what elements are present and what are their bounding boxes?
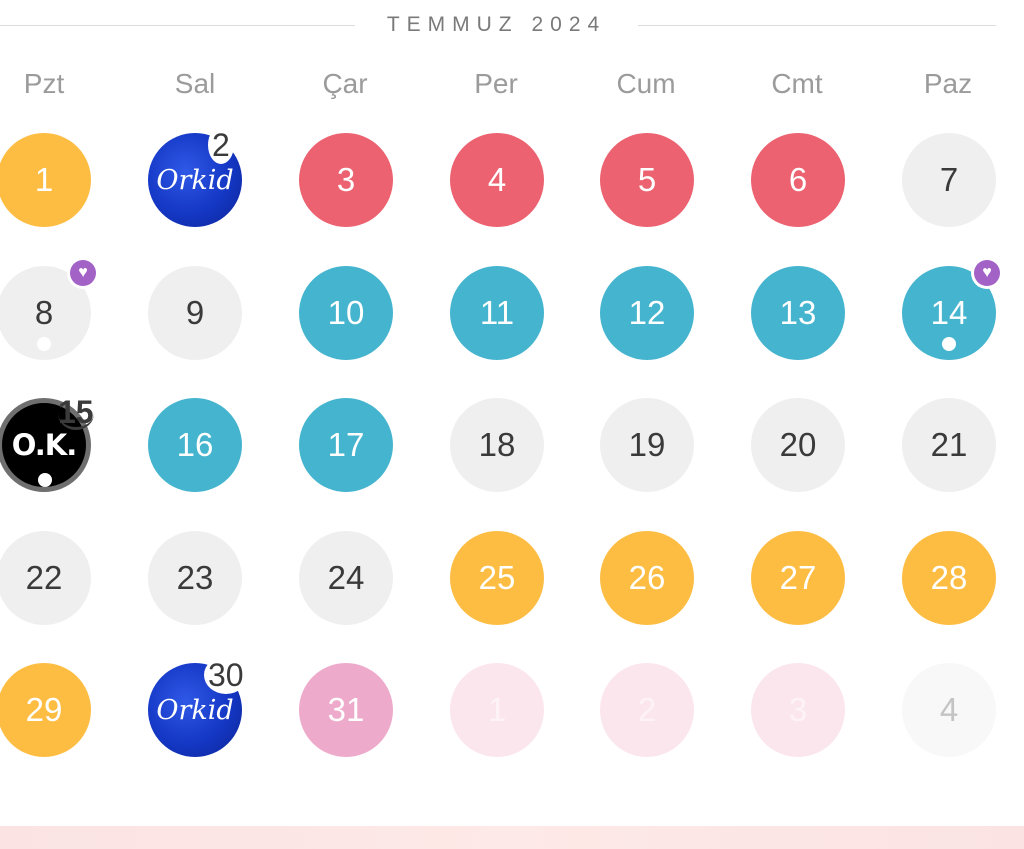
day-10[interactable]: 10	[299, 266, 393, 360]
day-22[interactable]: 22	[0, 531, 91, 625]
ok-logo: O.K.	[11, 428, 78, 462]
day-8-heart-badge: ♥	[67, 257, 99, 289]
day-15-number: 15	[58, 394, 94, 430]
weekday-wed: Çar	[322, 68, 368, 99]
day-8-dot-indicator	[37, 337, 51, 351]
day-18[interactable]: 18	[450, 398, 544, 492]
day-16[interactable]: 16	[148, 398, 242, 492]
day-27[interactable]: 27	[751, 531, 845, 625]
weekday-sat: Cmt	[771, 68, 823, 99]
day-28[interactable]: 28	[902, 531, 996, 625]
month-title: TEMMUZ 2024	[386, 13, 607, 36]
weekday-tue: Sal	[174, 68, 216, 99]
bottom-panel-edge	[0, 826, 1024, 849]
day-4[interactable]: 4	[450, 133, 544, 227]
heart-icon: ♥	[70, 260, 96, 286]
weekday-mon: Pzt	[23, 68, 65, 99]
day-14-heart-badge: ♥	[971, 257, 1003, 289]
day-13[interactable]: 13	[751, 266, 845, 360]
weekday-thu: Per	[474, 68, 518, 99]
next-month-day-1[interactable]: 1	[450, 663, 544, 757]
next-month-day-4[interactable]: 4	[902, 663, 996, 757]
day-3[interactable]: 3	[299, 133, 393, 227]
month-header: TEMMUZ 2024	[0, 0, 1024, 52]
next-month-day-3[interactable]: 3	[751, 663, 845, 757]
day-19[interactable]: 19	[600, 398, 694, 492]
day-20[interactable]: 20	[751, 398, 845, 492]
day-29[interactable]: 29	[0, 663, 91, 757]
day-9[interactable]: 9	[148, 266, 242, 360]
orkid-logo: Orkid	[156, 164, 234, 196]
day-12[interactable]: 12	[600, 266, 694, 360]
orkid-logo: Orkid	[156, 694, 234, 726]
day-21[interactable]: 21	[902, 398, 996, 492]
weekday-fri: Cum	[616, 68, 676, 99]
day-17[interactable]: 17	[299, 398, 393, 492]
day-25[interactable]: 25	[450, 531, 544, 625]
day-14-dot-indicator	[942, 337, 956, 351]
next-month-day-2[interactable]: 2	[600, 663, 694, 757]
day-24[interactable]: 24	[299, 531, 393, 625]
heart-icon: ♥	[974, 260, 1000, 286]
day-23[interactable]: 23	[148, 531, 242, 625]
day-26[interactable]: 26	[600, 531, 694, 625]
day-11[interactable]: 11	[450, 266, 544, 360]
header-divider-right	[638, 25, 996, 26]
day-5[interactable]: 5	[600, 133, 694, 227]
day-6[interactable]: 6	[751, 133, 845, 227]
day-15-dot-indicator	[38, 473, 52, 487]
day-7[interactable]: 7	[902, 133, 996, 227]
day-31[interactable]: 31	[299, 663, 393, 757]
day-30-number: 30	[204, 656, 248, 694]
day-1[interactable]: 1	[0, 133, 91, 227]
day-2-number: 2	[208, 126, 234, 164]
weekday-sun: Paz	[923, 68, 973, 99]
header-divider-left	[0, 25, 355, 26]
